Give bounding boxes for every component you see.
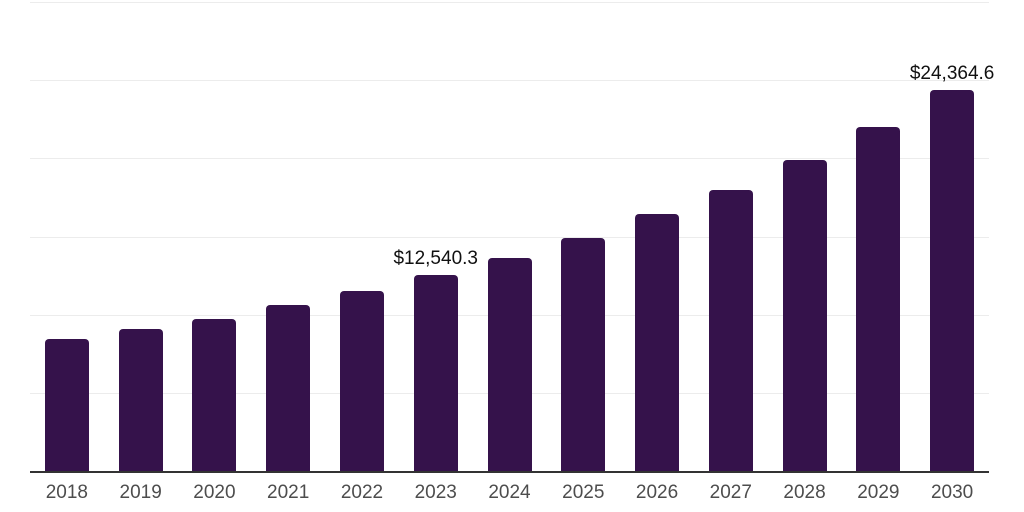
gridline-30000 — [30, 2, 989, 3]
x-tick-2023: 2023 — [414, 482, 457, 503]
bar-2021 — [266, 304, 311, 471]
x-tick-2028: 2028 — [783, 482, 826, 503]
bar-2030 — [930, 90, 975, 471]
x-tick-2022: 2022 — [340, 482, 384, 503]
x-tick-2019: 2019 — [119, 482, 162, 503]
bar-2026 — [635, 214, 680, 471]
x-tick-2030: 2030 — [930, 482, 974, 503]
x-tick-2021: 2021 — [267, 482, 310, 503]
x-tick-2029: 2029 — [857, 482, 900, 503]
bar-2018 — [44, 339, 89, 471]
gridline-15000 — [30, 236, 989, 238]
bar-2020 — [192, 318, 237, 471]
bar-2022 — [339, 290, 384, 471]
x-tick-2025: 2025 — [562, 482, 605, 503]
gridline-20000 — [30, 158, 989, 160]
x-tick-2027: 2027 — [709, 482, 752, 503]
bar-2024 — [487, 257, 532, 471]
gridline-25000 — [30, 80, 989, 82]
x-tick-2026: 2026 — [635, 482, 679, 503]
bar-2023 — [413, 274, 458, 471]
x-tick-2020: 2020 — [193, 482, 236, 503]
plot-area: $12,540.3 $24,364.6 — [30, 2, 994, 473]
bar-2027 — [708, 190, 753, 471]
bar-2025 — [561, 237, 606, 471]
data-label-2030: $24,364.6 — [909, 63, 995, 85]
data-label-2023: $12,540.3 — [393, 247, 478, 269]
bar-2028 — [782, 160, 827, 471]
x-tick-2024: 2024 — [488, 482, 531, 503]
bar-2029 — [856, 126, 901, 471]
x-tick-2018: 2018 — [45, 482, 89, 503]
bar-2019 — [118, 328, 163, 471]
